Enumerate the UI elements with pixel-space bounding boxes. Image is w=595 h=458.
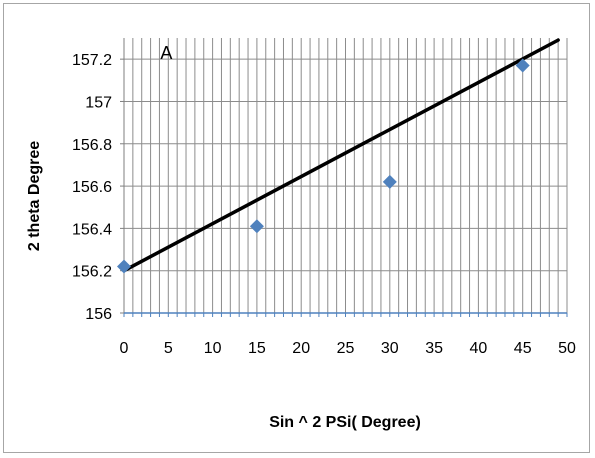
x-tick-label: 50 bbox=[558, 340, 576, 357]
x-tick-labels: 0 5 10 15 20 25 30 35 40 45 50 bbox=[120, 340, 576, 357]
data-point bbox=[249, 219, 264, 234]
y-tick-label: 156.2 bbox=[72, 264, 112, 281]
axes bbox=[120, 38, 568, 317]
y-tick-label: 156.6 bbox=[72, 179, 112, 196]
x-tick-label: 40 bbox=[470, 340, 488, 357]
x-tick-label: 45 bbox=[514, 340, 532, 357]
x-tick-label: 30 bbox=[381, 340, 399, 357]
x-tick-label: 20 bbox=[292, 340, 310, 357]
trendline-line bbox=[122, 38, 560, 273]
x-tick-label: 10 bbox=[204, 340, 222, 357]
x-tick-label: 25 bbox=[337, 340, 355, 357]
data-point bbox=[117, 259, 131, 274]
data-point bbox=[382, 174, 397, 189]
chart-annotation: A bbox=[160, 43, 172, 63]
data-point bbox=[515, 58, 530, 73]
trendline bbox=[122, 38, 560, 273]
y-tick-label: 157.2 bbox=[72, 52, 112, 69]
y-axis-title: 2 theta Degree bbox=[26, 141, 43, 251]
data-points bbox=[117, 58, 530, 274]
x-axis-title: Sin ^ 2 PSi( Degree) bbox=[269, 414, 421, 431]
y-tick-label: 156.8 bbox=[72, 137, 112, 154]
y-tick-label: 156.4 bbox=[72, 221, 112, 238]
y-tick-labels: 156 156.2 156.4 156.6 156.8 157 157.2 bbox=[72, 52, 112, 323]
x-tick-label: 15 bbox=[248, 340, 266, 357]
y-tick-label: 157 bbox=[85, 94, 112, 111]
y-tick-label: 156 bbox=[85, 306, 112, 323]
x-tick-label: 0 bbox=[120, 340, 129, 357]
x-tick-label: 35 bbox=[425, 340, 443, 357]
grid-lines bbox=[123, 38, 568, 314]
x-tick-label: 5 bbox=[164, 340, 173, 357]
